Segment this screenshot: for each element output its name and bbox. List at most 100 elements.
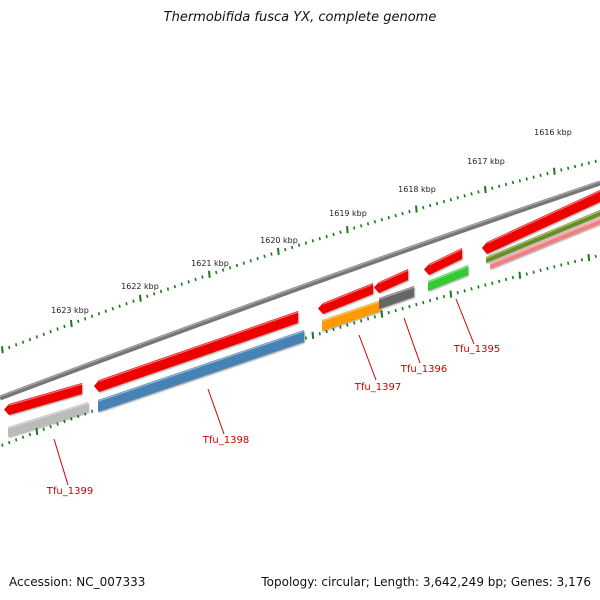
map-title: Thermobifida fusca YX, complete genome [163,10,437,25]
cds-bar-tfu-1396 [379,286,414,309]
ruler-tick [35,335,38,339]
cds-bar-tfu-1398-gloss [97,330,305,402]
ruler-tick [373,220,377,224]
ruler-tick [587,161,590,165]
leader-line [358,334,377,381]
ruler-tick [84,317,87,321]
inner-ruler-tick [504,277,508,282]
ruler-tick [97,312,101,316]
ruler-tick [380,217,383,222]
inner-ruler-tick [415,302,418,307]
ruler-tick [415,205,418,213]
ruler-tick [546,171,549,176]
gene-arrow [374,269,408,293]
inner-ruler-tick [353,321,356,325]
inner-ruler-tick [360,319,363,323]
feature-tracks [4,190,600,437]
inner-ruler-tick [42,427,45,431]
ruler-tick [173,284,176,289]
inner-ruler-tick [594,254,597,259]
ruler-tick [111,306,114,311]
inner-ruler-tick [498,279,501,284]
inner-ruler-tick [525,272,528,276]
ruler-label: 1620 kbp [260,236,298,245]
inner-ruler-tick [311,331,315,339]
ruler-tick [187,280,190,284]
inner-ruler-tick [346,323,349,327]
ruler-tick [394,213,397,218]
inner-ruler-tick [484,283,487,287]
ruler-tick [153,292,156,296]
cds-bar-tfu-1397-gloss [321,300,382,322]
gene-arrow-gloss [8,383,83,406]
inner-ruler-tick [387,310,390,315]
leader-line [53,438,69,486]
ruler-tick [21,340,25,344]
ruler-tick [429,203,432,208]
ruler-label: 1623 kbp [51,306,89,315]
ruler-tick [311,239,314,243]
ruler-label: 1618 kbp [398,185,436,194]
ruler-tick [484,185,487,194]
inner-ruler-tick [21,435,25,439]
ruler-tick [360,224,363,228]
ruler-tick [222,268,225,272]
inner-ruler-tick [56,422,59,426]
ruler-tick [42,332,45,336]
ruler-tick [304,241,308,245]
inner-ruler-tick [429,298,432,303]
inner-ruler-tick [318,331,321,336]
inner-ruler-tick [1,443,4,447]
inner-ruler-tick [491,281,494,285]
ruler-tick [594,159,597,164]
inner-ruler-tick [573,259,577,264]
inner-ruler-tick [394,308,397,313]
inner-ruler-tick [422,300,425,305]
inner-ruler-tick [366,317,370,321]
inner-ruler-tick [15,438,18,442]
ruler-tick [228,266,232,270]
inner-ruler-tick [539,268,542,273]
ruler-tick [511,180,515,185]
gene-label: Tfu_1397 [354,382,401,393]
ruler-tick [449,197,452,202]
gene-arrow [482,190,600,254]
inner-ruler-tick [567,261,570,265]
ruler-tick [456,196,459,200]
gene-label: Tfu_1395 [453,344,500,355]
ruler-tick [125,302,128,306]
inner-ruler-tick [553,265,556,269]
inner-ruler-tick [442,294,446,299]
ruler-tick [567,166,570,170]
ruler-tick [56,327,59,331]
leader-line [207,388,225,435]
ruler-tick [442,199,446,204]
gene-arrow-gloss [428,248,463,266]
ruler-tick [194,277,197,282]
ruler-tick [166,287,170,291]
ruler-tick [504,182,508,187]
ruler-tick [104,309,107,313]
accession-text: Accession: NC_007333 [9,575,146,589]
ruler-tick [477,190,480,194]
ruler-tick [353,226,356,230]
inner-ruler-tick [456,291,459,295]
ruler-tick [208,270,211,278]
inner-ruler-tick [28,432,32,437]
ruler-label: 1622 kbp [121,282,159,291]
cds-bar-tfu-1395 [428,265,468,291]
ruler-tick [159,289,163,294]
topology-text: Topology: circular; Length: 3,642,249 bp… [261,575,591,589]
inner-ruler-tick [35,427,39,436]
ruler-tick [518,179,521,183]
ruler-tick [332,232,335,237]
gene-label: Tfu_1398 [202,435,249,446]
ruler-tick [387,215,390,220]
ruler-tick [297,243,301,247]
cds-bar-tfu-1397 [322,300,381,331]
ruler-tick [318,236,321,241]
inner-ruler-tick [511,275,515,280]
inner-ruler-tick [470,287,473,291]
inner-ruler-tick [70,417,73,421]
